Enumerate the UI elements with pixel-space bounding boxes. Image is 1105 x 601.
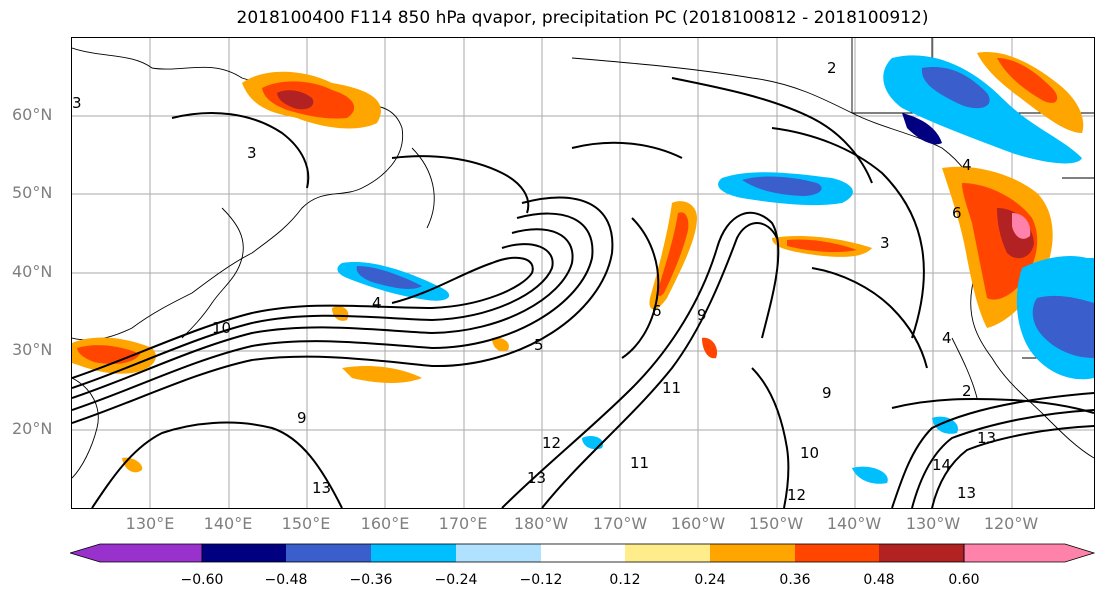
contour-label: 13: [977, 429, 996, 447]
contour-label: 10: [800, 444, 819, 462]
colorbar-segment: [286, 544, 371, 562]
contour-label: 10: [212, 319, 231, 337]
lon-label: 170°E: [438, 514, 488, 533]
contour-label: 4: [962, 156, 972, 174]
colorbar-label: 0.36: [779, 572, 811, 588]
contour-label: 2: [962, 382, 972, 400]
lon-label: 140°W: [826, 514, 882, 533]
contour-label: 6: [952, 204, 962, 222]
contour-label: 9: [822, 384, 832, 402]
colorbar-segment: [371, 544, 456, 562]
colorbar-label: 0.60: [948, 572, 980, 588]
contour-labels: 2 3 3 4 4 5 6 6 9 9 9 10 10 11 11 12 12 …: [72, 59, 996, 504]
lon-label: 130°W: [905, 514, 961, 533]
lon-label: 120°W: [983, 514, 1039, 533]
lon-label: 150°W: [748, 514, 804, 533]
lon-label: 160°E: [360, 514, 410, 533]
lon-label: 160°W: [670, 514, 726, 533]
colorbar-label: −0.12: [519, 572, 563, 588]
contour-label: 14: [932, 456, 951, 474]
lon-label: 180°W: [513, 514, 569, 533]
contour-label: 11: [662, 379, 681, 397]
contour-label: 3: [880, 234, 890, 252]
contour-label: 3: [247, 144, 257, 162]
colorbar-segment: [202, 544, 286, 562]
contour-label: 6: [652, 302, 662, 320]
contour-label: 9: [697, 306, 707, 324]
colorbar-label: 0.24: [694, 572, 726, 588]
lat-label: 30°N: [12, 340, 53, 359]
colorbar-segment: [710, 544, 795, 562]
colorbar-segment: [456, 544, 541, 562]
map-canvas: 2 3 3 4 4 5 6 6 9 9 9 10 10 11 11 12 12 …: [72, 38, 1094, 508]
contour-label: 4: [942, 329, 952, 347]
contour-label: 9: [297, 409, 307, 427]
contour-label: 13: [312, 479, 331, 497]
lat-label: 50°N: [12, 183, 53, 202]
colorbar-label: −0.48: [264, 572, 308, 588]
contour-label: 11: [630, 454, 649, 472]
lat-label: 20°N: [12, 419, 53, 438]
lon-label: 170°W: [592, 514, 648, 533]
contour-label: 2: [827, 59, 837, 77]
lon-label: 140°E: [203, 514, 253, 533]
colorbar-segment: [541, 544, 625, 562]
contour-label: 13: [527, 469, 546, 487]
lat-label: 40°N: [12, 262, 53, 281]
lon-label: 150°E: [281, 514, 331, 533]
colorbar-segment: [963, 543, 1095, 563]
colorbar: [70, 543, 1095, 563]
precip-shading: [72, 52, 1094, 484]
colorbar-segment: [625, 544, 710, 562]
colorbar-label: −0.36: [349, 572, 393, 588]
colorbar-label: −0.24: [434, 572, 478, 588]
figure-title: 2018100400 F114 850 hPa qvapor, precipit…: [236, 8, 929, 28]
contour-label: 4: [372, 294, 382, 312]
colorbar-segment: [795, 544, 879, 562]
lon-label: 130°E: [125, 514, 175, 533]
colorbar-label: 0.48: [863, 572, 895, 588]
contour-label: 12: [787, 486, 806, 504]
contour-label: 12: [542, 434, 561, 452]
colorbar-segment: [879, 544, 964, 562]
map-panel: 2 3 3 4 4 5 6 6 9 9 9 10 10 11 11 12 12 …: [71, 37, 1095, 509]
lat-label: 60°N: [12, 105, 53, 124]
colorbar-segment: [70, 543, 203, 563]
qvapor-contours: [72, 77, 1094, 508]
contour-label: 3: [72, 94, 82, 112]
contour-label: 5: [534, 336, 544, 354]
colorbar-label: −0.60: [180, 572, 224, 588]
contour-label: 13: [957, 484, 976, 502]
colorbar-label: 0.12: [609, 572, 641, 588]
